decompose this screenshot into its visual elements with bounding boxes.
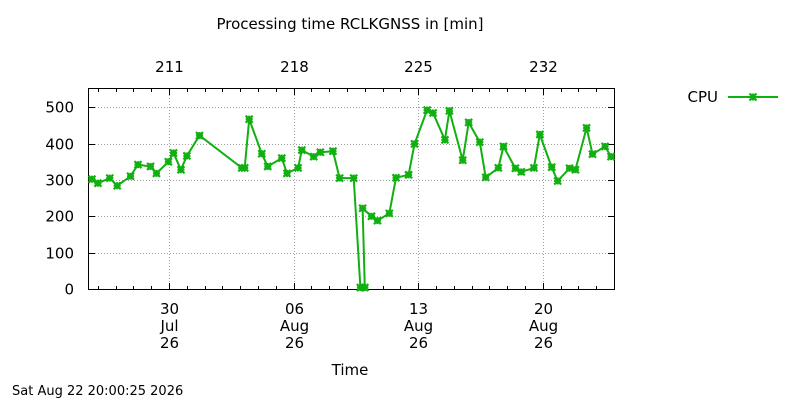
series-line-cpu — [91, 108, 612, 289]
data-point — [335, 173, 344, 183]
data-point — [458, 155, 468, 165]
x2-tick-label: 232 — [529, 58, 558, 76]
data-series — [87, 105, 616, 292]
x-tick-label: 20 — [534, 300, 553, 318]
data-point — [535, 130, 545, 139]
data-point — [385, 209, 394, 218]
data-point — [112, 181, 122, 191]
data-point — [328, 146, 338, 156]
data-point — [511, 163, 520, 173]
data-point — [133, 160, 143, 169]
x-tick-label: Aug — [404, 317, 433, 335]
footer-timestamp: Sat Aug 22 20:00:25 2026 — [12, 384, 183, 399]
data-point — [428, 108, 438, 118]
data-point — [93, 178, 103, 188]
y-tick-label: 400 — [45, 136, 74, 154]
x-tick-label: 26 — [285, 334, 304, 352]
chart-title: Processing time RCLKGNSS in [min] — [217, 15, 484, 33]
x-tick-label: 13 — [409, 300, 428, 318]
data-point — [358, 203, 367, 213]
legend-label-cpu: CPU — [688, 88, 719, 106]
data-point — [316, 147, 325, 157]
data-point — [176, 165, 186, 175]
x2-tick-label: 225 — [404, 58, 433, 76]
data-point — [391, 173, 401, 183]
data-point — [297, 145, 307, 155]
data-point — [293, 163, 303, 173]
y-tick-label: 300 — [45, 172, 74, 190]
y-tick-label: 500 — [45, 99, 74, 117]
x-tick-label: 26 — [534, 334, 553, 352]
data-point — [126, 171, 135, 181]
grid-lines — [89, 89, 614, 289]
data-point — [349, 173, 359, 183]
data-point — [445, 106, 454, 116]
data-point — [547, 162, 556, 172]
plot-frame — [88, 88, 615, 290]
x2-tick-label: 211 — [155, 58, 184, 76]
data-point — [600, 142, 610, 151]
data-point — [105, 173, 115, 183]
data-point — [440, 135, 450, 145]
x-tick-label: Aug — [529, 317, 558, 335]
data-point — [244, 114, 254, 124]
x-tick-label: 06 — [285, 300, 304, 318]
data-point — [517, 167, 526, 177]
data-point — [257, 149, 267, 159]
data-point — [475, 137, 485, 147]
legend: CPU — [688, 88, 778, 106]
data-point — [367, 211, 376, 221]
data-point — [464, 118, 473, 127]
y-tick-label: 200 — [45, 208, 74, 226]
data-point — [494, 163, 503, 173]
data-point — [282, 169, 292, 178]
x-tick-label: 30 — [160, 300, 179, 318]
data-point — [404, 170, 413, 180]
data-point — [182, 151, 192, 161]
data-point — [582, 123, 591, 133]
data-point — [481, 173, 490, 182]
data-point — [277, 153, 287, 163]
x-tick-label: 26 — [160, 334, 179, 352]
data-point — [565, 163, 574, 173]
data-point — [373, 216, 382, 225]
data-point — [240, 163, 249, 173]
data-point — [146, 162, 155, 171]
data-point — [529, 163, 539, 173]
data-point — [263, 162, 272, 171]
data-point — [164, 157, 173, 167]
data-point — [152, 169, 161, 178]
data-point — [309, 152, 318, 161]
legend-marker-cpu — [748, 92, 758, 102]
data-point — [360, 283, 370, 292]
axis-ticks: 010020030040050030Jul2606Aug2613Aug2620A… — [45, 58, 614, 352]
data-point — [169, 148, 178, 158]
data-point — [606, 152, 616, 161]
x-tick-label: Aug — [280, 317, 309, 335]
data-point — [499, 142, 508, 151]
x-axis-label: Time — [331, 361, 369, 379]
data-point — [588, 149, 597, 159]
legend-marker-symbol — [748, 92, 758, 102]
data-point — [571, 165, 580, 175]
x2-tick-label: 218 — [280, 58, 309, 76]
x-tick-label: Jul — [159, 317, 178, 335]
data-point — [195, 131, 204, 140]
data-point — [410, 139, 419, 149]
y-tick-label: 100 — [45, 245, 74, 263]
data-point — [553, 176, 562, 186]
y-tick-label: 0 — [64, 281, 74, 299]
x-tick-label: 26 — [409, 334, 428, 352]
data-point — [87, 174, 97, 184]
